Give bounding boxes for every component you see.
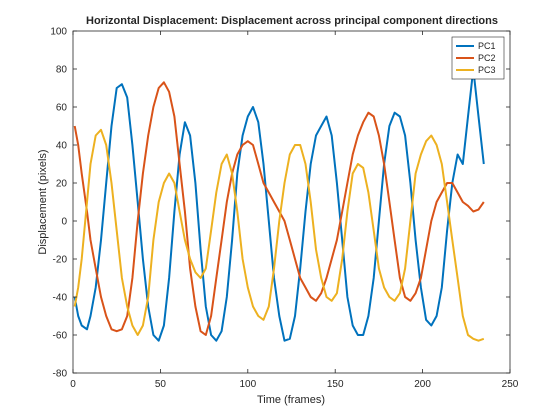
- y-axis: -80 -60 -40 -20 0 20 40 60 80 100: [50, 27, 510, 380]
- series-line-pc1: [73, 68, 485, 342]
- y-axis-label: Displacement (pixels): [37, 149, 49, 254]
- y-tick-label: 20: [56, 179, 68, 190]
- y-tick-label: 80: [56, 65, 68, 76]
- x-tick-label: 250: [502, 379, 519, 390]
- x-tick-label: 0: [70, 379, 76, 390]
- y-tick-label: 100: [50, 27, 67, 38]
- series-line-pc2: [73, 81, 485, 336]
- x-axis-label: Time (frames): [257, 394, 325, 406]
- y-tick-label: 0: [61, 217, 67, 228]
- series-layer: [73, 68, 485, 342]
- legend-label: PC3: [478, 65, 496, 75]
- y-tick-label: 60: [56, 103, 68, 114]
- legend-label: PC2: [478, 53, 496, 63]
- x-tick-label: 150: [327, 379, 344, 390]
- plot-frame: [72, 30, 511, 374]
- x-tick-label: 200: [414, 379, 431, 390]
- y-tick-label: -80: [53, 369, 68, 380]
- chart-title: Horizontal Displacement: Displacement ac…: [86, 15, 498, 27]
- x-axis: 0 50 100 150 200 250: [70, 31, 519, 390]
- x-tick-label: 50: [155, 379, 167, 390]
- y-tick-label: -60: [53, 331, 68, 342]
- series-line-pc3: [73, 128, 485, 342]
- legend: PC1 PC2 PC3: [451, 36, 505, 80]
- plot-area: 0 50 100 150 200 250 -80 -60 -40 -20 0 20 40 60 80 100: [50, 27, 518, 391]
- y-tick-label: 40: [56, 141, 68, 152]
- y-tick-label: -20: [53, 255, 68, 266]
- y-tick-label: -40: [53, 293, 68, 304]
- x-tick-label: 100: [239, 379, 256, 390]
- legend-label: PC1: [478, 41, 496, 51]
